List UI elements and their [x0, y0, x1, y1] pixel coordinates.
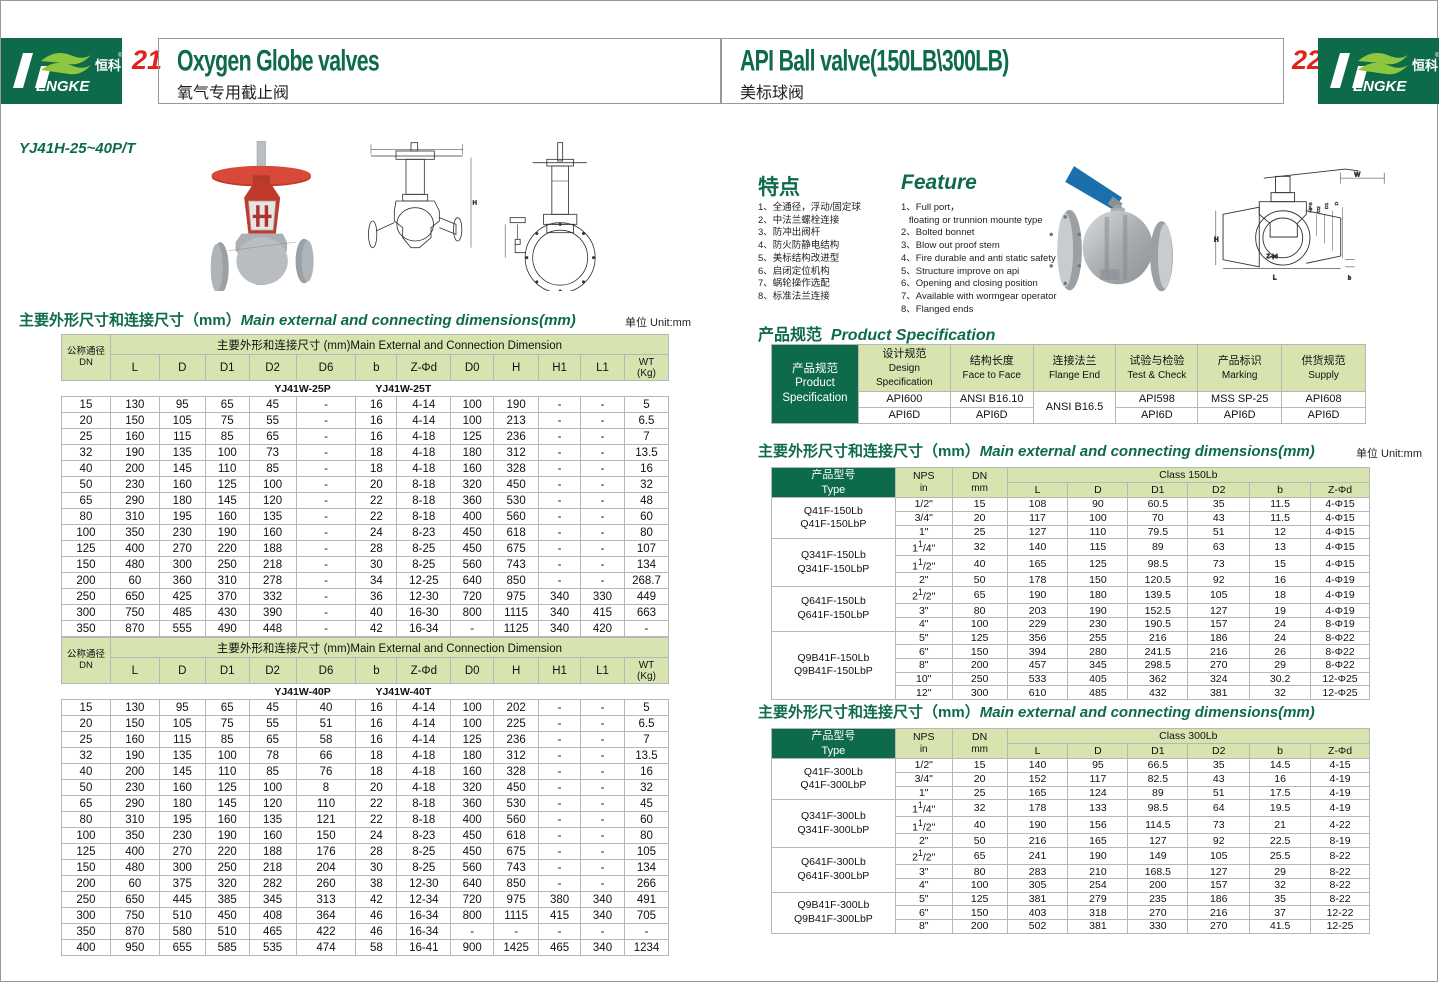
svg-text:D2: D2: [1316, 206, 1322, 213]
svg-text:D: D: [1334, 201, 1340, 205]
svg-text:Z-ϕd: Z-ϕd: [1267, 254, 1278, 260]
svg-text:b: b: [1348, 276, 1351, 282]
svg-text:ENGKE: ENGKE: [36, 78, 90, 95]
svg-text:L: L: [1273, 275, 1277, 282]
svg-text:®: ®: [118, 52, 122, 59]
svg-text:W: W: [1354, 171, 1360, 178]
svg-text:恒科: 恒科: [95, 58, 121, 73]
svg-text:恒科: 恒科: [1412, 58, 1438, 73]
svg-text:NPS: NPS: [1308, 202, 1314, 213]
svg-text:H: H: [473, 200, 477, 206]
svg-text:ENGKE: ENGKE: [1353, 78, 1407, 95]
svg-text:®: ®: [1435, 52, 1439, 59]
svg-text:D1: D1: [1324, 202, 1330, 209]
svg-text:H: H: [1214, 237, 1219, 244]
